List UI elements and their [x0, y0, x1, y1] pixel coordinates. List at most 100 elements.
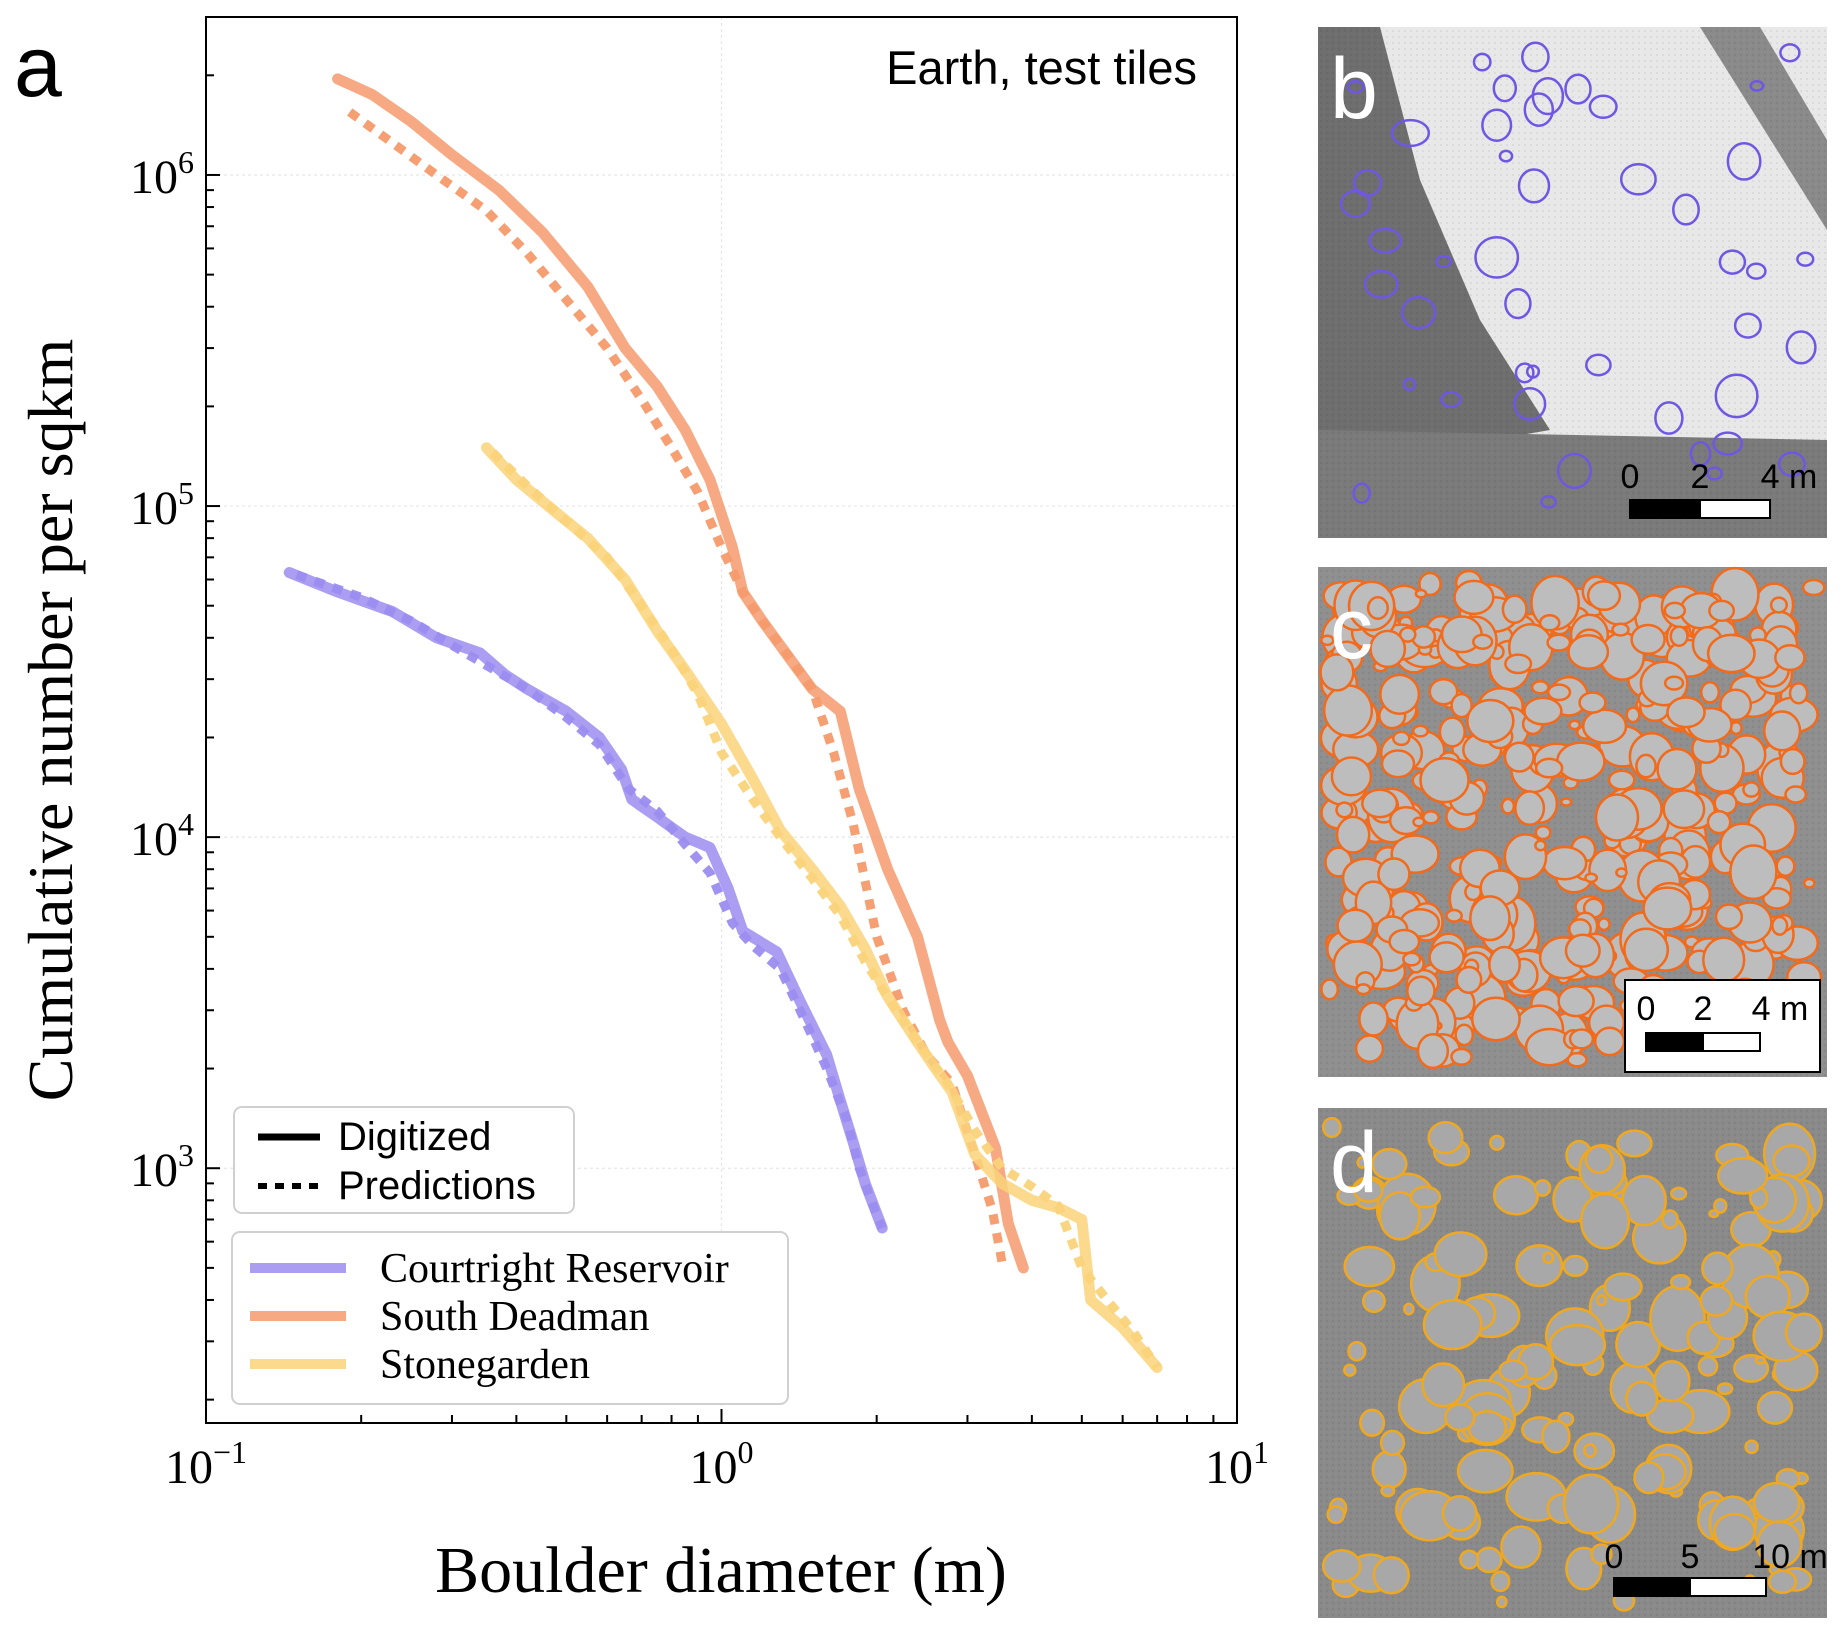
boulder-outline [1562, 1473, 1620, 1535]
series-line-predictions [347, 108, 1007, 1264]
boulder-outline [1616, 1129, 1653, 1158]
boulder-outline [1588, 94, 1618, 120]
boulder-outline [1642, 886, 1693, 931]
boulder-outline [1504, 653, 1533, 675]
boulder-outline [1335, 801, 1354, 819]
x-tick-label: 101 [1205, 1434, 1269, 1494]
boulder-outline [1744, 1439, 1759, 1455]
boulder-outline [1450, 1047, 1473, 1066]
panel-c-scale-bar: 0 2 4 m [1624, 979, 1821, 1073]
boulder-outline [1756, 1390, 1794, 1425]
panel-b-texture [1318, 27, 1827, 538]
boulder-outline [1670, 1186, 1688, 1201]
boulder-outline [1630, 623, 1666, 656]
boulder-outline [1421, 810, 1440, 825]
boulder-outline [1466, 698, 1515, 744]
boulder-outline [1567, 634, 1610, 670]
boulder-outline [1672, 193, 1700, 226]
x-axis-label: Boulder diameter (m) [435, 1534, 1007, 1607]
boulder-outline [1475, 1546, 1503, 1574]
boulder-outline [1501, 594, 1528, 625]
boulder-outline [1702, 936, 1746, 984]
legend-label: Courtright Reservoir [380, 1246, 729, 1292]
boulder-outline [1581, 708, 1628, 745]
boulder-outline [1564, 933, 1601, 968]
boulder-outline [1557, 985, 1595, 1018]
boulder-outline [1330, 756, 1373, 797]
boulder-outline [1718, 249, 1747, 275]
boulder-outline [1699, 680, 1721, 704]
scale-tick-label: 4 m [1752, 990, 1809, 1028]
boulder-outline [1534, 757, 1564, 779]
boulder-outline [1402, 951, 1422, 967]
boulder-outline [1472, 633, 1494, 650]
boulder-outline [1546, 633, 1572, 652]
boulder-outline [1771, 915, 1789, 936]
boulder-outline [1615, 867, 1628, 878]
boulder-outline [1706, 466, 1723, 481]
boulder-outline [1706, 633, 1756, 674]
boulder-outline [1754, 1355, 1766, 1365]
boulder-outline [1380, 1484, 1396, 1498]
boulder-outline [1555, 741, 1606, 782]
boulder-outline [1523, 92, 1555, 127]
boulder-outline [1712, 431, 1744, 456]
boulder-outline [1321, 1549, 1362, 1583]
boulder-outline [1470, 996, 1521, 1042]
boulder-outline [1406, 975, 1436, 1007]
boulder-outline [1354, 1034, 1385, 1063]
boulder-outline [1584, 1145, 1614, 1174]
panel-label-a: a [14, 19, 62, 115]
boulder-outline [1534, 839, 1547, 852]
y-axis-label: Cumulative number per sqkm [15, 339, 86, 1102]
boulder-outline [1593, 1026, 1626, 1057]
boulder-outline [1752, 1481, 1801, 1524]
panel-label-c: c [1330, 581, 1373, 677]
boulder-outline [1779, 43, 1801, 63]
scale-tick-label: 0 [1637, 990, 1656, 1028]
boulder-outline [1661, 1209, 1679, 1230]
annotation-earth-test-tiles: Earth, test tiles [886, 41, 1197, 94]
boulder-outline [1514, 790, 1546, 827]
boulder-outline [1521, 41, 1550, 73]
boulder-outline [1656, 747, 1698, 791]
boulder-outline [1662, 789, 1706, 830]
boulder-outline [1366, 596, 1389, 620]
boulder-outline [1492, 74, 1518, 103]
boulder-outline [1414, 588, 1428, 599]
boulder-outline [1441, 1495, 1478, 1532]
boulder-outline [1352, 482, 1371, 504]
boulder-outline [1378, 1191, 1421, 1241]
panel-label-b: b [1330, 41, 1378, 137]
scale-box [1624, 979, 1821, 1073]
boulder-outline [1361, 1289, 1386, 1314]
boulder-outline [1749, 80, 1765, 92]
boulder-outline [1548, 1323, 1607, 1367]
boulder-outline [1701, 1251, 1734, 1286]
panel-b: b 0 2 4 m [1318, 27, 1827, 538]
series-line-digitized [332, 73, 1029, 1274]
x-tick-labels: 10−1 100 101 [165, 1434, 1269, 1494]
boulder-outline [1714, 903, 1744, 931]
y-tick-label: 106 [130, 144, 194, 204]
panel-b-scale-bar: 0 2 4 m [1621, 458, 1817, 519]
boulder-outline [1359, 1408, 1386, 1437]
boulder-outline [1653, 1360, 1691, 1403]
boulder-outline [1621, 1174, 1667, 1227]
boulder-outline [1498, 149, 1514, 163]
boulder-outline [1568, 719, 1581, 731]
boulder-outline [1706, 810, 1732, 835]
boulder-outline [1469, 895, 1511, 942]
boulder-outline [1346, 79, 1365, 94]
boulder-outline [1343, 1245, 1396, 1288]
boulder-outline [1619, 162, 1657, 196]
boulder-outline [1762, 710, 1802, 752]
boulder-outline [1777, 451, 1806, 478]
legend-predictions-label: Predictions [338, 1164, 536, 1208]
boulder-outline [1490, 1570, 1511, 1593]
boulder-outline [1559, 797, 1573, 807]
boulder-outline [1422, 1299, 1483, 1351]
boulder-outline [1796, 251, 1815, 267]
boulder-outline [1513, 387, 1547, 421]
